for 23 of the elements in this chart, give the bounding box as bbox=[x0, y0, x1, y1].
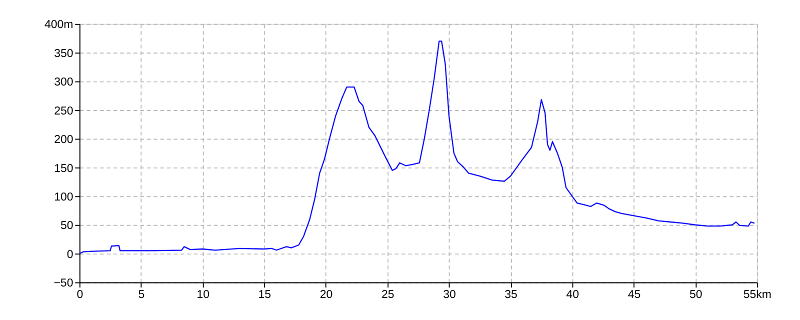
x-tick-label: 45 bbox=[628, 289, 641, 302]
x-tick-label: 0 bbox=[76, 289, 84, 302]
x-tick-label: 20 bbox=[320, 289, 333, 302]
y-tick-label: 200 bbox=[54, 134, 74, 146]
y-tick-label: 350 bbox=[54, 48, 74, 60]
y-tick-label: 0 bbox=[66, 248, 74, 261]
x-tick-label: 25 bbox=[381, 289, 394, 302]
x-tick-label: 55km bbox=[743, 289, 772, 302]
y-tick-label: 50 bbox=[60, 220, 74, 232]
x-tick-label: 40 bbox=[566, 289, 580, 302]
x-tick-label: 10 bbox=[196, 289, 210, 302]
y-tick-label: 100 bbox=[54, 191, 74, 204]
y-tick-label: 150 bbox=[54, 162, 74, 175]
y-tick-label: 300 bbox=[54, 76, 74, 89]
x-tick-label: 50 bbox=[689, 289, 702, 302]
y-tick-label: −50 bbox=[54, 278, 74, 290]
y-tick-label: 400m bbox=[44, 19, 74, 32]
y-tick-label: 250 bbox=[54, 105, 74, 118]
x-tick-label: 30 bbox=[443, 289, 456, 302]
line-series bbox=[79, 40, 756, 254]
x-tick-label: 15 bbox=[258, 289, 272, 302]
x-tick-label: 5 bbox=[138, 289, 145, 302]
x-tick-label: 35 bbox=[504, 289, 518, 302]
